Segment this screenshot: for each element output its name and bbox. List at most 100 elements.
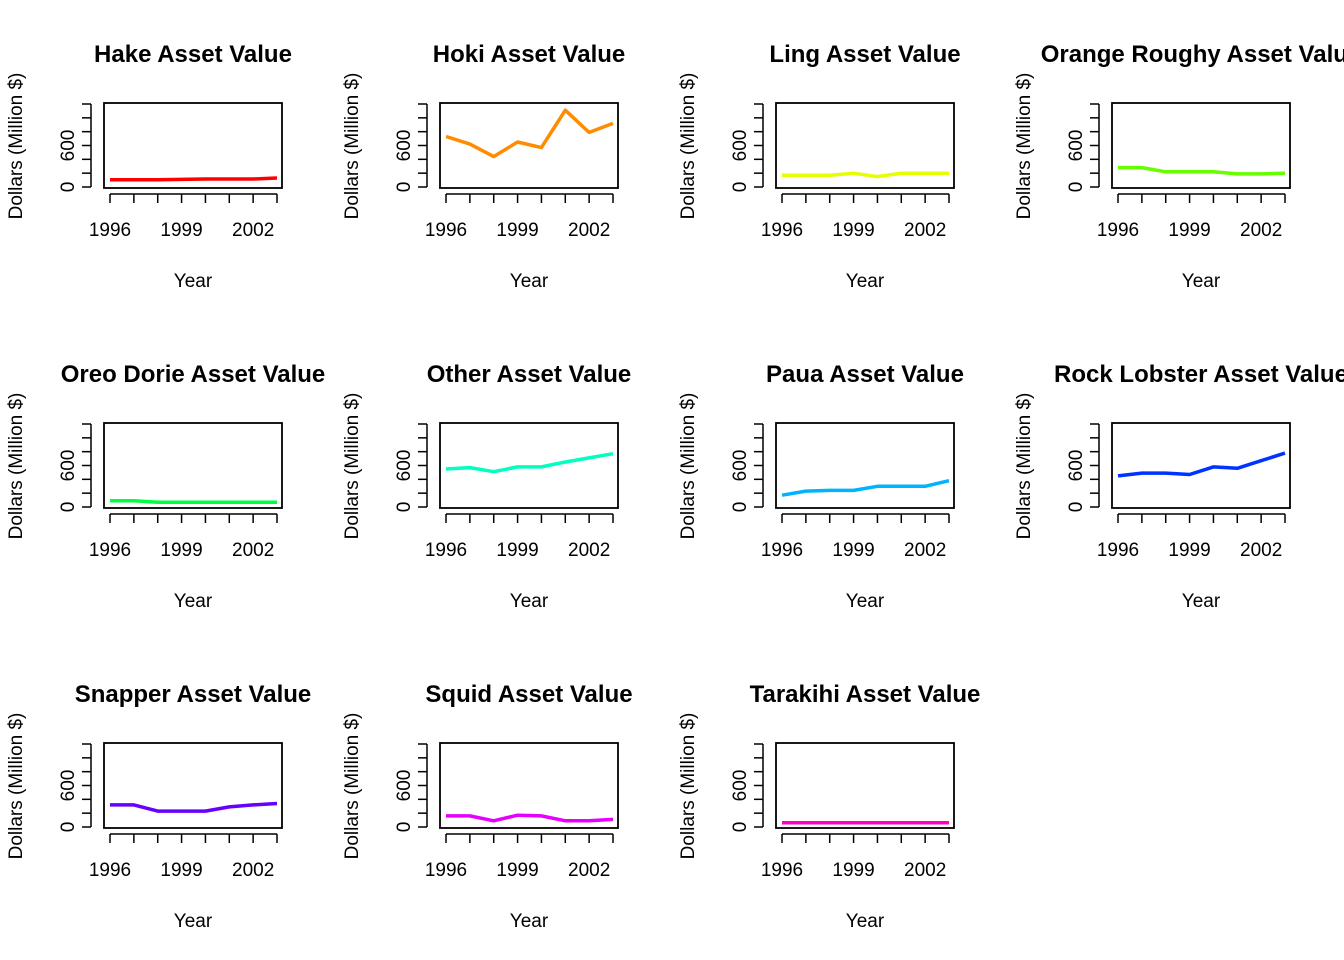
x-tick-label: 1996 [425,860,467,881]
y-axis-label: Dollars (Million $) [342,393,363,540]
y-tick-label: 0 [730,822,751,833]
x-tick-label: 1996 [761,860,803,881]
y-tick-label: 0 [58,182,79,193]
x-axis-label: Year [846,591,885,612]
series-line [781,478,950,497]
y-axis-label: Dollars (Million $) [1014,73,1035,220]
y-tick-label: 0 [730,502,751,513]
chart-title: Orange Roughy Asset Value [1041,41,1344,68]
y-tick-label: 0 [730,182,751,193]
x-axis-label: Year [174,271,213,292]
x-tick-label: 2002 [1240,220,1282,241]
x-tick-label: 1996 [89,540,131,561]
plot-frame [775,102,955,189]
y-tick-label: 0 [394,182,415,193]
x-tick-label: 1999 [496,540,538,561]
x-axis-label: Year [174,591,213,612]
y-tick-label: 0 [1066,502,1087,513]
chart-panel: Other Asset Value 0 600 1996 1999 2002 Year Dol… [342,361,631,612]
x-tick-label: 2002 [568,220,610,241]
y-axis-label: Dollars (Million $) [678,393,699,540]
x-tick-label: 1996 [761,540,803,561]
chart-panel: Tarakihi Asset Value 0 600 1996 1999 2002 Year… [678,681,980,932]
y-tick-label: 600 [394,770,415,802]
x-axis-label: Year [846,911,885,932]
plot-frame [775,422,955,509]
plot-frame [103,422,283,509]
x-tick-label: 1996 [89,220,131,241]
x-tick-label: 2002 [904,860,946,881]
plot-frame [103,102,283,189]
series-line [445,108,614,159]
series-line [110,801,278,813]
series-line [110,176,278,182]
x-tick-label: 1996 [1097,220,1139,241]
y-tick-label: 600 [730,770,751,802]
y-tick-label: 600 [394,130,415,162]
x-tick-label: 1996 [761,220,803,241]
x-tick-label: 1999 [832,860,874,881]
y-tick-label: 600 [394,450,415,482]
plot-frame [439,422,619,509]
plot-frame [439,102,619,189]
y-axis-label: Dollars (Million $) [6,713,27,860]
x-tick-label: 2002 [904,540,946,561]
series-line [110,499,277,504]
y-tick-label: 600 [1066,450,1087,482]
series-line [446,813,614,823]
chart-title: Tarakihi Asset Value [750,681,981,708]
x-tick-label: 2002 [1240,540,1282,561]
x-tick-label: 1999 [832,220,874,241]
y-tick-label: 600 [58,450,79,482]
x-axis-label: Year [510,591,549,612]
y-tick-label: 600 [730,450,751,482]
x-tick-label: 1999 [160,220,202,241]
chart-panel: Oreo Dorie Asset Value 0 600 1996 1999 2002 Ye… [6,361,325,612]
chart-panel: Paua Asset Value 0 600 1996 1999 2002 Year Doll… [678,361,964,612]
y-tick-label: 0 [58,822,79,833]
series-line [445,451,614,474]
x-tick-label: 1996 [425,540,467,561]
x-axis-label: Year [174,911,213,932]
chart-panel: Ling Asset Value 0 600 1996 1999 2002 Year Doll… [678,41,961,292]
x-tick-label: 1999 [160,540,202,561]
series-line [782,171,949,179]
y-axis-label: Dollars (Million $) [6,393,27,540]
y-tick-label: 600 [58,130,79,162]
series-line [1117,451,1286,478]
plot-frame [775,742,955,829]
chart-panel: Rock Lobster Asset Value 0 600 1996 1999 2002… [1014,361,1344,612]
x-axis-label: Year [510,911,549,932]
y-tick-label: 0 [394,502,415,513]
chart-panel: Squid Asset Value 0 600 1996 1999 2002 Year Dol… [342,681,633,932]
chart-title: Other Asset Value [427,361,632,388]
x-tick-label: 1996 [425,220,467,241]
series-line [1118,165,1286,176]
x-tick-label: 2002 [232,540,274,561]
y-tick-label: 0 [1066,182,1087,193]
y-axis-label: Dollars (Million $) [342,713,363,860]
plot-frame [439,742,619,829]
x-tick-label: 1999 [496,220,538,241]
x-axis-label: Year [1182,591,1221,612]
chart-title: Hoki Asset Value [433,41,626,68]
plot-frame [103,742,283,829]
x-tick-label: 2002 [568,860,610,881]
chart-panel: Orange Roughy Asset Value 0 600 1996 1999 200… [1014,41,1344,292]
x-tick-label: 1996 [89,860,131,881]
chart-title: Hake Asset Value [94,41,292,68]
chart-title: Squid Asset Value [425,681,632,708]
x-tick-label: 1999 [1168,540,1210,561]
x-tick-label: 1999 [832,540,874,561]
chart-panel: Snapper Asset Value 0 600 1996 1999 2002 Year D… [6,681,311,932]
x-tick-label: 1999 [496,860,538,881]
chart-panel: Hake Asset Value 0 600 1996 1999 2002 Year Doll… [6,41,292,292]
chart-title: Ling Asset Value [769,41,960,68]
chart-title: Rock Lobster Asset Value [1054,361,1344,388]
y-axis-label: Dollars (Million $) [678,73,699,220]
y-tick-label: 600 [58,770,79,802]
x-tick-label: 1999 [160,860,202,881]
y-tick-label: 600 [1066,130,1087,162]
y-axis-label: Dollars (Million $) [6,73,27,220]
